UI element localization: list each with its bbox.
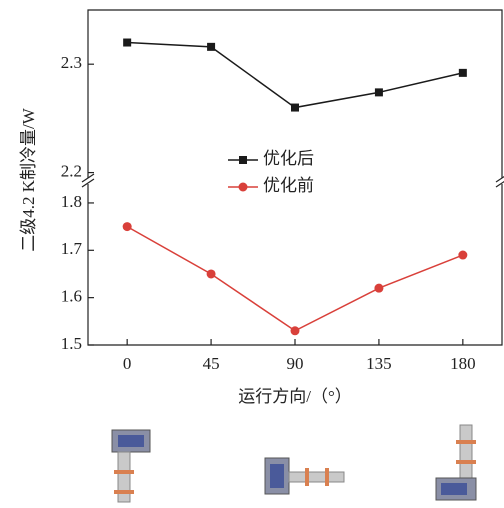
- x-tick-label: 135: [366, 354, 392, 373]
- series-line: [127, 227, 463, 331]
- y-tick-label: 1.6: [61, 287, 82, 306]
- marker: [207, 269, 216, 278]
- marker: [459, 69, 467, 77]
- marker: [374, 284, 383, 293]
- chart: 二级4.2 K制冷量/W 运行方向/（°） 2.2 2.3 优化后 1.5 1.6 1.7…: [0, 0, 504, 508]
- x-tick-label: 0: [123, 354, 132, 373]
- legend-marker: [239, 183, 248, 192]
- x-tick-label: 180: [450, 354, 476, 373]
- marker: [123, 222, 132, 231]
- x-tick-label: 45: [203, 354, 220, 373]
- device-horizontal: [265, 458, 344, 494]
- marker: [123, 39, 131, 47]
- y-tick-label: 1.8: [61, 192, 82, 211]
- device-inverted: [436, 425, 476, 500]
- legend-marker: [239, 156, 247, 164]
- series-line: [127, 43, 463, 108]
- legend-label: 优化前: [263, 176, 314, 195]
- marker: [291, 104, 299, 112]
- marker: [458, 251, 467, 260]
- y-axis-label: 二级4.2 K制冷量/W: [19, 107, 38, 251]
- marker: [207, 43, 215, 51]
- x-axis-label: 运行方向/（°）: [238, 387, 352, 406]
- marker: [375, 88, 383, 96]
- marker: [291, 326, 300, 335]
- device-vertical: [112, 430, 150, 502]
- y-tick-label: 1.5: [61, 334, 82, 353]
- legend-label: 优化后: [263, 149, 314, 168]
- y-tick-label: 2.3: [61, 53, 82, 72]
- y-tick-label: 2.2: [61, 161, 82, 180]
- x-tick-label: 90: [287, 354, 304, 373]
- y-tick-label: 1.7: [61, 239, 83, 258]
